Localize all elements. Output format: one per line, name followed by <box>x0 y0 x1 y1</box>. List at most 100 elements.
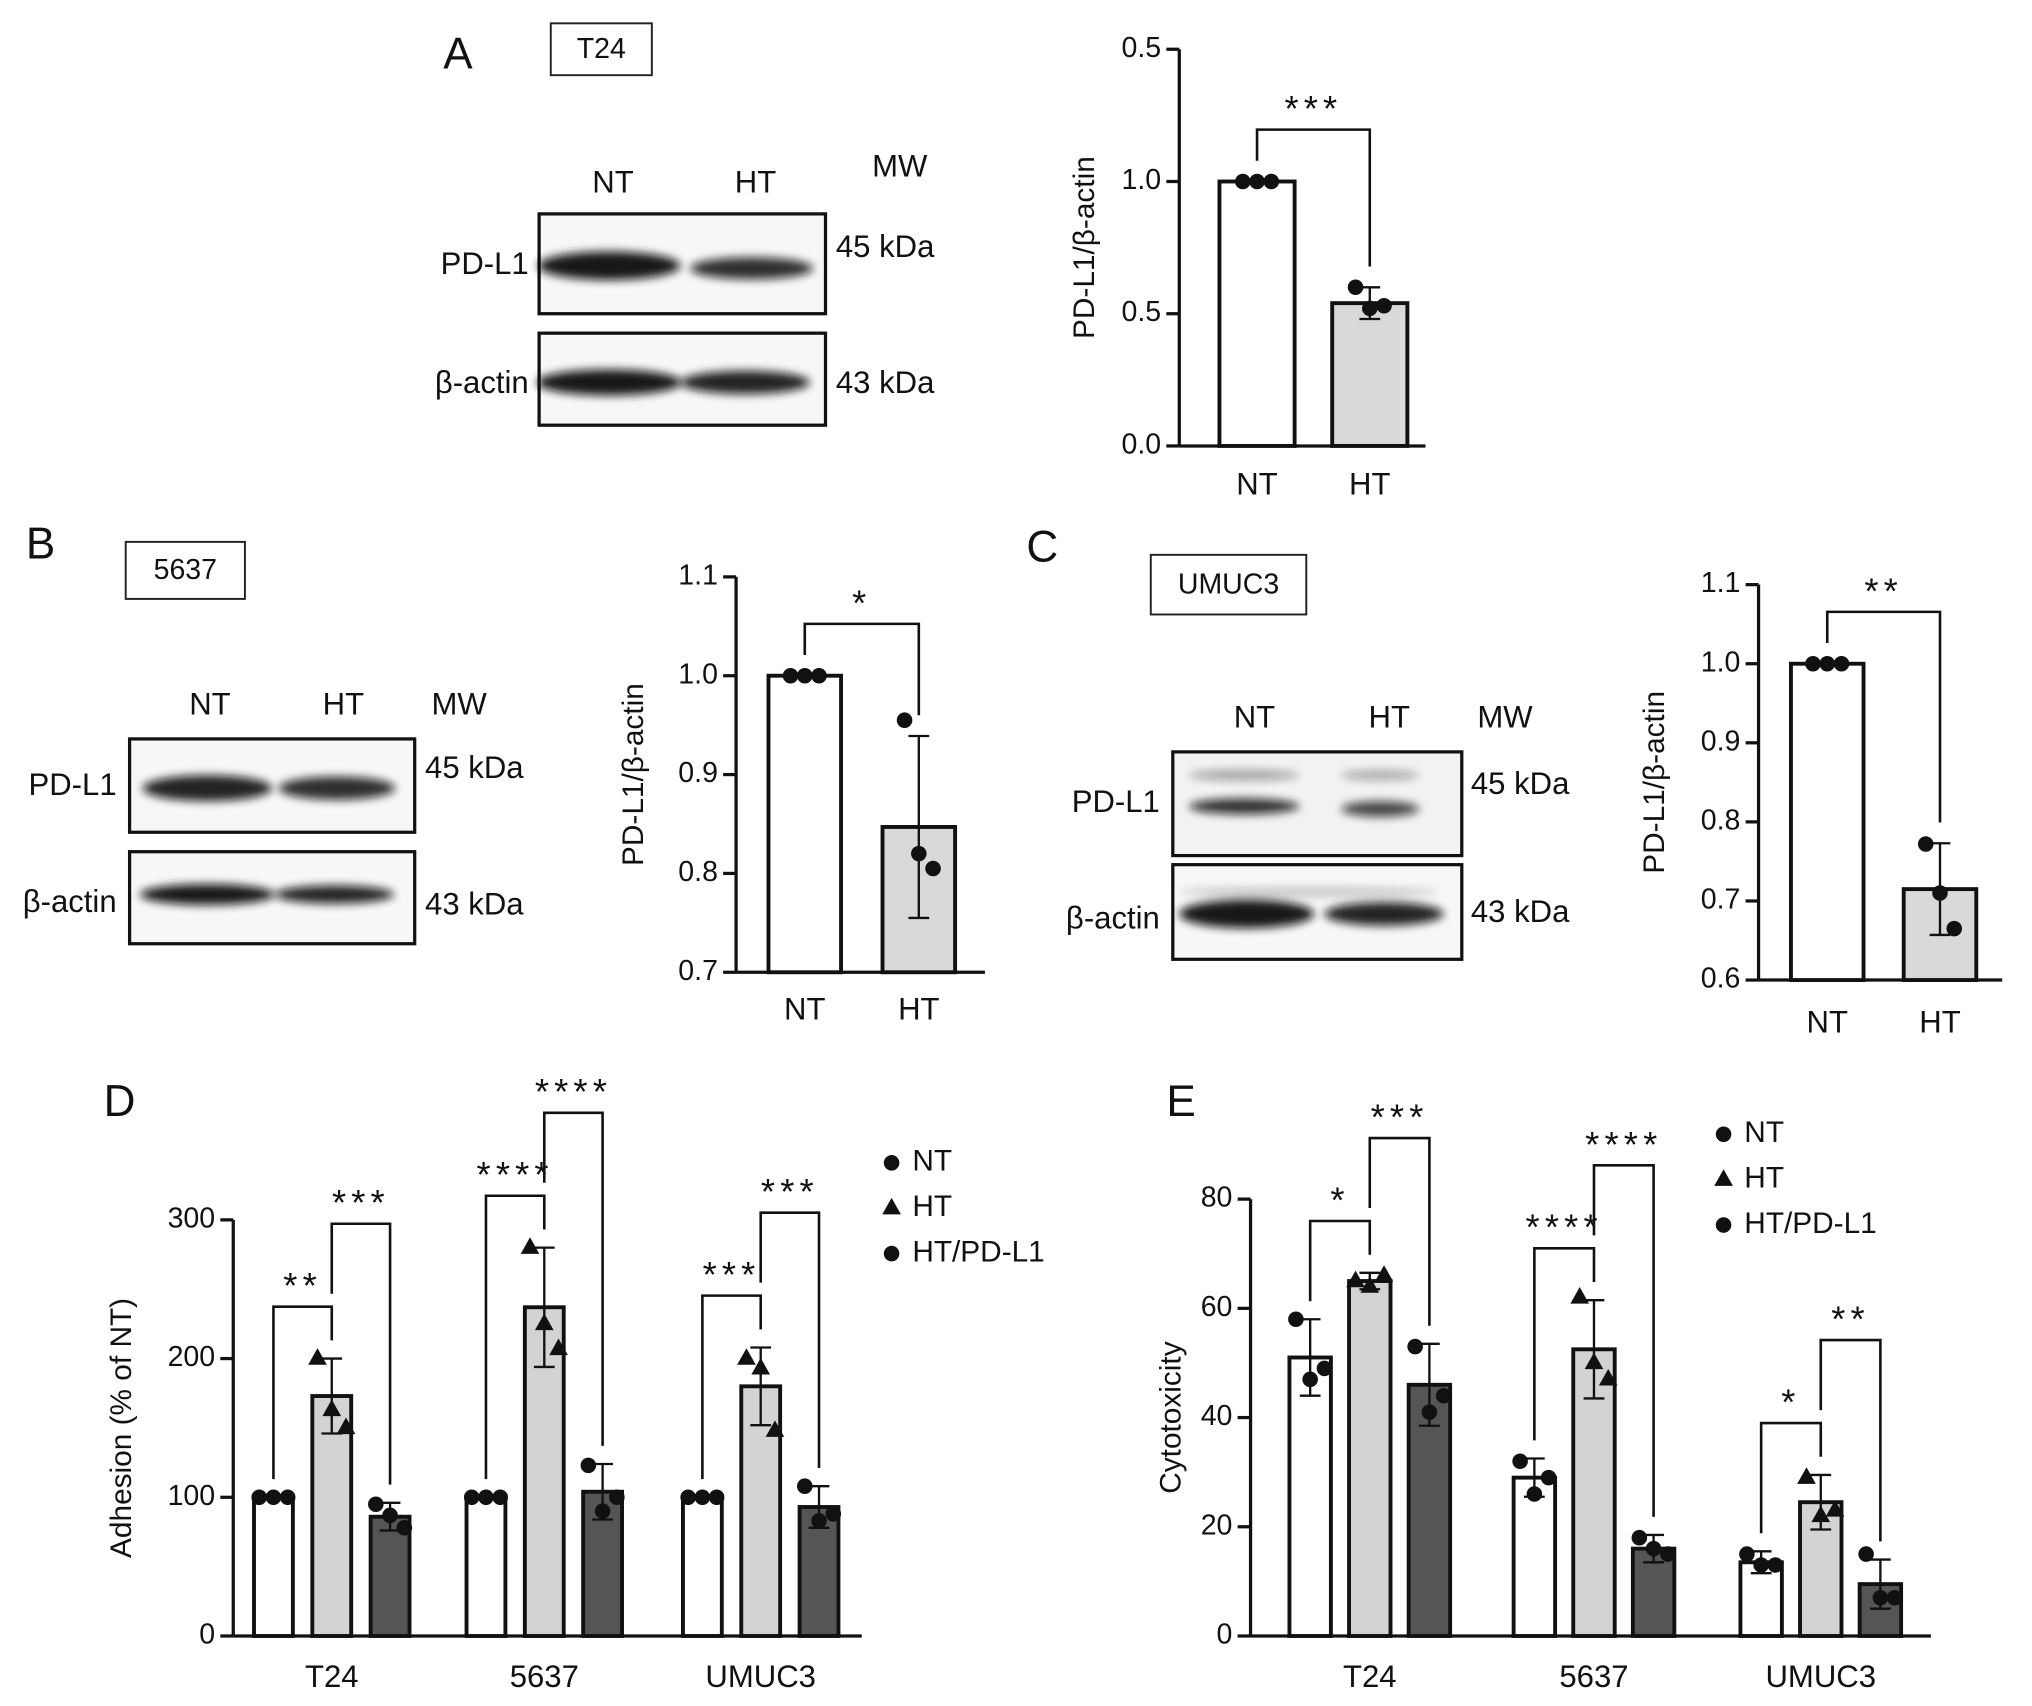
error-bar <box>1524 1457 1545 1498</box>
significance-bracket <box>1368 1136 1431 1326</box>
data-point <box>1797 1467 1816 1484</box>
blot-band <box>139 884 275 905</box>
blot-band <box>1179 899 1315 929</box>
data-point <box>308 1348 327 1365</box>
data-point <box>1858 1546 1874 1562</box>
bar <box>681 1495 724 1638</box>
data-point <box>782 667 799 684</box>
data-point <box>396 1520 413 1536</box>
significance-label: **** <box>535 1071 612 1112</box>
data-point <box>1263 173 1280 190</box>
cell-line-box <box>1149 553 1308 616</box>
blot-band <box>1189 798 1300 815</box>
error-bar <box>808 1485 830 1529</box>
data-point <box>1346 1270 1365 1288</box>
legend-marker <box>1715 1126 1732 1143</box>
significance-label: **** <box>1585 1124 1662 1165</box>
y-tick-label: 300 <box>168 1202 216 1234</box>
bar <box>1287 1355 1333 1638</box>
x-tick-label: 5637 <box>1559 1659 1628 1694</box>
data-point <box>796 1478 813 1494</box>
panel-letter: A <box>443 30 473 79</box>
bar <box>1798 1500 1844 1638</box>
y-axis-label: PD-L1/β-actin <box>617 683 650 866</box>
legend-label: HT/PD-L1 <box>1744 1207 1876 1240</box>
protein-label: β-actin <box>23 884 117 919</box>
significance-bracket <box>1825 610 1942 823</box>
bar <box>1789 661 1866 982</box>
error-bar <box>1359 286 1381 321</box>
significance-bracket <box>1592 1164 1655 1517</box>
bar <box>1406 1382 1453 1638</box>
error-bar <box>533 1246 555 1369</box>
lane-label: NT <box>1234 700 1275 735</box>
data-point <box>580 1457 597 1474</box>
x-tick-label: UMUC3 <box>1765 1659 1876 1694</box>
significance-bracket <box>759 1211 821 1469</box>
significance-bracket <box>803 622 921 716</box>
bar <box>1217 179 1297 448</box>
error-bar <box>750 1346 772 1427</box>
blot-band <box>1189 770 1300 781</box>
significance-bracket <box>1819 1338 1882 1542</box>
data-point <box>520 1237 540 1254</box>
data-point <box>1407 1338 1423 1355</box>
significance-label: * <box>1330 1179 1349 1220</box>
data-point <box>549 1338 568 1356</box>
y-axis-label: PD-L1/β-actin <box>1638 691 1671 874</box>
mw-label: 45 kDa <box>836 229 935 264</box>
significance-bracket <box>1759 1421 1823 1534</box>
y-tick-label: 0.7 <box>678 955 718 987</box>
legend-label: HT <box>912 1190 952 1223</box>
lane-label: HT <box>735 164 776 199</box>
significance-bracket <box>1308 1219 1372 1302</box>
panel-letter: C <box>1026 522 1058 571</box>
y-tick-label: 1.0 <box>1701 646 1741 678</box>
legend-marker <box>1714 1169 1733 1186</box>
data-point <box>680 1489 696 1506</box>
data-point <box>737 1348 756 1365</box>
significance-label: *** <box>1371 1096 1429 1137</box>
x-tick-label: UMUC3 <box>705 1659 816 1694</box>
y-tick-label: 0.9 <box>678 757 718 789</box>
data-point <box>279 1489 296 1506</box>
error-bar <box>321 1357 343 1435</box>
data-point <box>811 667 827 684</box>
data-point <box>1946 920 1963 937</box>
bar <box>1738 1560 1784 1638</box>
error-bar <box>1643 1533 1664 1564</box>
y-tick-label: 0.5 <box>1122 32 1162 64</box>
data-point <box>896 712 913 728</box>
data-point <box>1376 298 1392 314</box>
y-tick-label: 0.0 <box>1122 428 1162 460</box>
error-bar <box>1299 1318 1321 1397</box>
cell-line-box <box>549 22 653 77</box>
x-tick-label: HT <box>1349 466 1390 501</box>
bar <box>1347 1279 1393 1638</box>
legend-label: HT <box>1744 1162 1784 1195</box>
data-point <box>1805 655 1821 672</box>
y-tick-label: 0.8 <box>1701 804 1741 836</box>
y-tick-label: 20 <box>1201 1509 1233 1541</box>
error-bar <box>1870 1558 1891 1610</box>
panel-letter: D <box>104 1077 136 1126</box>
blot-band <box>1341 801 1420 817</box>
legend-label: HT/PD-L1 <box>912 1235 1044 1268</box>
data-point <box>1660 1546 1676 1562</box>
legend-label: NT <box>912 1145 952 1178</box>
blot-band <box>536 369 682 396</box>
blot-band <box>1179 888 1439 896</box>
y-tick-label: 200 <box>168 1341 216 1373</box>
x-tick-label: NT <box>1236 466 1277 501</box>
cell-line-label: T24 <box>577 33 626 65</box>
x-tick-label: NT <box>1807 1004 1848 1039</box>
error-bar <box>1419 1342 1440 1427</box>
blot-band <box>537 251 681 281</box>
protein-label: β-actin <box>1066 901 1160 936</box>
mw-label: 43 kDa <box>425 886 524 921</box>
x-tick-label: HT <box>1919 1004 1960 1039</box>
data-point <box>708 1489 725 1506</box>
lane-label: HT <box>1369 700 1410 735</box>
